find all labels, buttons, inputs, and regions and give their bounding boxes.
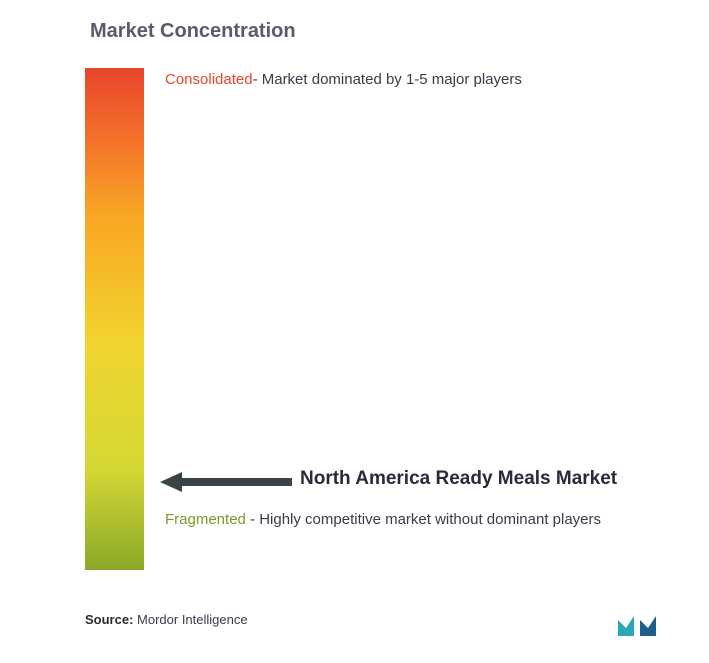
source-attribution: Source: Mordor Intelligence [85, 612, 248, 627]
source-label: Source: [85, 612, 133, 627]
page-title: Market Concentration [90, 20, 709, 43]
market-position-arrow-icon [160, 470, 292, 494]
concentration-gradient-bar [85, 68, 144, 570]
source-name: Mordor Intelligence [137, 612, 248, 627]
mordor-logo-icon [616, 612, 664, 638]
consolidated-label: Consolidated- Market dominated by 1-5 ma… [165, 68, 522, 92]
market-name-label: North America Ready Meals Market [300, 468, 617, 490]
consolidated-description: - Market dominated by 1-5 major players [253, 71, 522, 88]
consolidated-keyword: Consolidated [165, 71, 253, 88]
concentration-chart: Consolidated- Market dominated by 1-5 ma… [85, 68, 709, 570]
fragmented-label: Fragmented - Highly competitive market w… [165, 506, 601, 533]
fragmented-keyword: Fragmented [165, 511, 246, 528]
fragmented-description: - Highly competitive market without domi… [246, 511, 601, 528]
